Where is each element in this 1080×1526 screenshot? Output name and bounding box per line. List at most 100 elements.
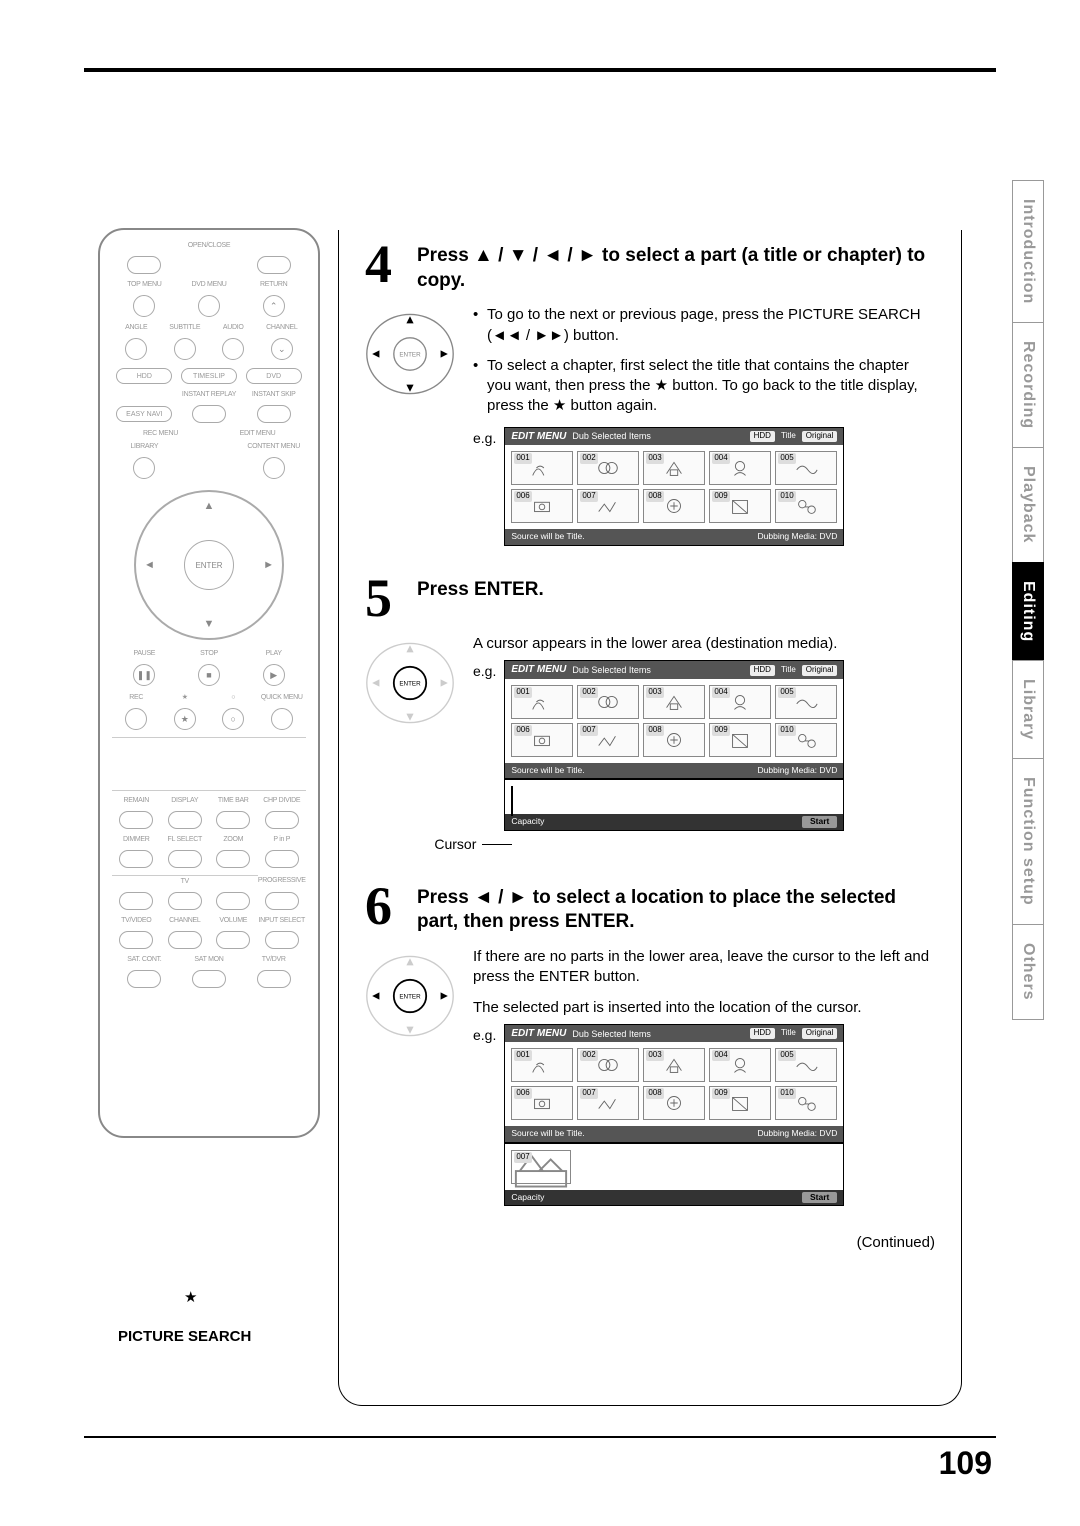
screen-title-label: Title (781, 665, 796, 676)
easy-navi-button[interactable]: EASY NAVI (116, 406, 172, 422)
rewind-forward-icon: ◄◄ / ►► (492, 327, 564, 344)
remote-label: SAT MON (177, 956, 242, 963)
sat-mon-button[interactable] (192, 970, 226, 988)
timebar-button[interactable] (216, 811, 250, 829)
thumbnail: 009 (709, 489, 771, 523)
thumb-number: 007 (514, 1152, 531, 1163)
remote-label: PROGRESSIVE (258, 877, 307, 884)
remote-dpad[interactable]: ENTER ▲ ▼ ◄ ► (134, 490, 284, 640)
pause-button[interactable]: ❚❚ (133, 664, 155, 686)
play-button[interactable]: ▶ (263, 664, 285, 686)
hdd-button[interactable]: HDD (116, 368, 172, 384)
instant-replay-button[interactable] (192, 405, 226, 423)
tv-vol-down-button[interactable] (216, 931, 250, 949)
fl-select-button[interactable] (168, 850, 202, 868)
thumbnail: 001 (511, 685, 573, 719)
instant-skip-button[interactable] (257, 405, 291, 423)
thumbnail: 008 (643, 723, 705, 757)
open-close-button[interactable] (127, 256, 161, 274)
thumbnail: 008 (643, 1086, 705, 1120)
bullet-text: ) button. (564, 327, 619, 344)
dimmer-button[interactable] (119, 850, 153, 868)
thumbnail: 008 (643, 489, 705, 523)
stop-button[interactable]: ■ (198, 664, 220, 686)
thumbnail: 002 (577, 685, 639, 719)
remote-label: VOLUME (209, 917, 258, 924)
thumbnail: 007 (577, 723, 639, 757)
star-button[interactable]: ★ (174, 708, 196, 730)
tab-function-setup[interactable]: Function setup (1012, 758, 1044, 925)
remote-label: INSTANT REPLAY (177, 391, 242, 398)
svg-text:ENTER: ENTER (399, 994, 421, 1001)
input-select-button[interactable] (265, 931, 299, 949)
channel-button[interactable]: ⌄ (271, 338, 293, 360)
remote-label: RETURN (241, 281, 306, 288)
body-paragraph: A cursor appears in the lower area (dest… (473, 634, 844, 654)
zoom-button[interactable] (216, 850, 250, 868)
library-button[interactable] (133, 457, 155, 479)
rec-button[interactable] (125, 708, 147, 730)
tv-dvr-button[interactable] (257, 970, 291, 988)
tv-vol-up-button[interactable] (216, 892, 250, 910)
remote-label: TV (112, 875, 258, 885)
screen-example: EDIT MENUDub Selected Items HDDTitleOrig… (504, 1024, 844, 1206)
step-6: 6 Press ◄ / ► to select a location to pl… (365, 882, 935, 1207)
progressive-button[interactable] (265, 892, 299, 910)
tab-others[interactable]: Others (1012, 924, 1044, 1020)
display-button[interactable] (168, 811, 202, 829)
return-button[interactable]: ⌃ (263, 295, 285, 317)
thumbnail: 006 (511, 1086, 573, 1120)
top-rule (84, 68, 996, 72)
remote-label: INSTANT SKIP (241, 391, 306, 398)
remote-label: TOP MENU (112, 281, 177, 288)
tab-library[interactable]: Library (1012, 660, 1044, 759)
tv-video-button[interactable] (119, 931, 153, 949)
tv-ch-up-button[interactable] (168, 892, 202, 910)
quick-menu-button[interactable] (271, 708, 293, 730)
subtitle-button[interactable] (174, 338, 196, 360)
star-icon: ★ (655, 377, 668, 394)
remain-button[interactable] (119, 811, 153, 829)
body-paragraph: If there are no parts in the lower area,… (473, 947, 935, 988)
thumbnail: 010 (775, 723, 837, 757)
thumbnail: 002 (577, 1048, 639, 1082)
remote-enter-button[interactable]: ENTER (184, 540, 234, 590)
content-menu-button[interactable] (263, 457, 285, 479)
remote-label: DIMMER (112, 836, 161, 843)
remote-label: DVD MENU (177, 281, 242, 288)
remote-label: OPEN/CLOSE (112, 242, 306, 249)
remote-label: P in P (258, 836, 307, 843)
remote-label: REMAIN (112, 797, 161, 804)
step-4: 4 Press ▲ / ▼ / ◄ / ► to select a part (… (365, 240, 935, 546)
audio-button[interactable] (222, 338, 244, 360)
sat-cont-button[interactable] (127, 970, 161, 988)
tab-introduction[interactable]: Introduction (1012, 180, 1044, 323)
cursor-label: Cursor (434, 835, 476, 854)
original-badge: Original (802, 665, 838, 676)
thumbnail: 005 (775, 1048, 837, 1082)
hdd-badge: HDD (750, 1028, 775, 1039)
thumbnail: 009 (709, 1086, 771, 1120)
tab-recording[interactable]: Recording (1012, 322, 1044, 448)
tv-power-button[interactable] (119, 892, 153, 910)
screen-example: EDIT MENUDub Selected Items HDDTitleOrig… (504, 427, 844, 546)
thumbnail: 004 (709, 451, 771, 485)
tab-playback[interactable]: Playback (1012, 447, 1044, 562)
circle-button[interactable]: ○ (222, 708, 244, 730)
step-body-text: A cursor appears in the lower area (dest… (473, 634, 844, 854)
tab-editing[interactable]: Editing (1012, 562, 1044, 661)
thumbnail: 003 (643, 1048, 705, 1082)
remote-label: ZOOM (209, 836, 258, 843)
top-menu-button[interactable] (133, 295, 155, 317)
angle-button[interactable] (125, 338, 147, 360)
dvd-menu-button[interactable] (198, 295, 220, 317)
remote-label: TIME BAR (209, 797, 258, 804)
pinp-button[interactable] (265, 850, 299, 868)
power-button[interactable] (257, 256, 291, 274)
step-number: 4 (365, 240, 405, 289)
remote-label: AUDIO (209, 324, 258, 331)
tv-ch-down-button[interactable] (168, 931, 202, 949)
dvd-button[interactable]: DVD (246, 368, 302, 384)
timeslip-button[interactable]: TIMESLIP (181, 368, 237, 384)
chp-divide-button[interactable] (265, 811, 299, 829)
